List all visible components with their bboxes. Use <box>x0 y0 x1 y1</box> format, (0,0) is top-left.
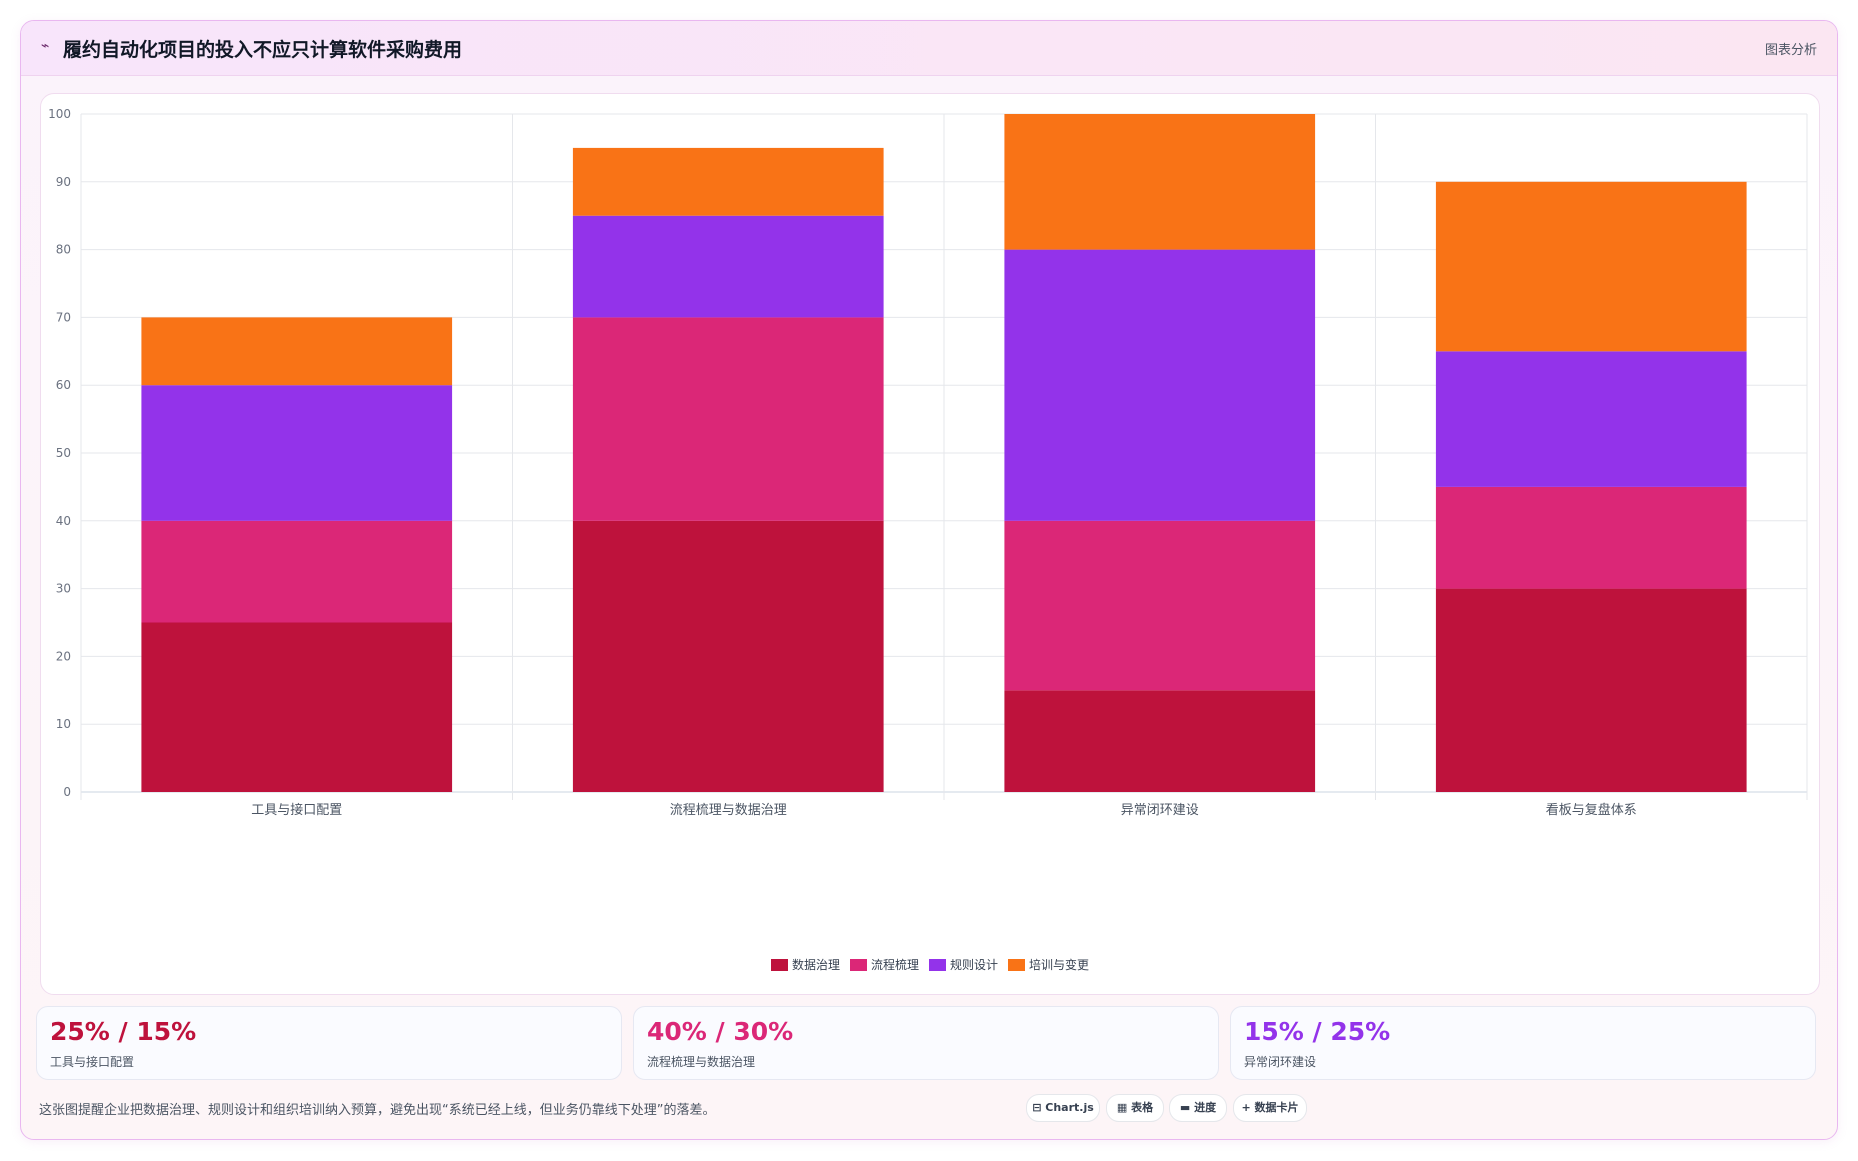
legend-swatch <box>849 959 867 971</box>
chart-legend: 数据治理 流程梳理 规则设计 培训与变更 <box>41 956 1819 973</box>
y-tick-label: 0 <box>63 785 71 799</box>
pill-label: ⊟ Chart.js <box>1032 1101 1094 1114</box>
bar-segment <box>572 215 884 318</box>
pill-label: + 数据卡片 <box>1241 1101 1299 1114</box>
bar-segment <box>572 147 884 216</box>
stat-value: 25% / 15% <box>50 1017 197 1046</box>
stat-value: 15% / 25% <box>1244 1017 1391 1046</box>
progress-pill[interactable]: ▬ 进度 <box>1169 1094 1227 1122</box>
card-header: ⌁ 履约自动化项目的投入不应只计算软件采购费用 图表分析 <box>21 21 1837 76</box>
y-tick-label: 70 <box>56 310 71 324</box>
stat-label: 工具与接口配置 <box>50 1055 135 1069</box>
y-tick-label: 10 <box>56 717 71 731</box>
legend-item[interactable]: 数据治理 <box>770 956 840 973</box>
legend-item[interactable]: 培训与变更 <box>1008 956 1089 973</box>
stat-card-tools: 25% / 15% 工具与接口配置 <box>36 1006 622 1080</box>
line-chart-icon: ⌁ <box>41 38 50 54</box>
x-tick-label: 流程梳理与数据治理 <box>670 803 787 818</box>
legend-label: 培训与变更 <box>1029 958 1090 972</box>
x-tick-label: 看板与复盘体系 <box>1546 802 1637 818</box>
y-tick-label: 20 <box>56 649 71 663</box>
stat-label: 流程梳理与数据治理 <box>647 1055 756 1069</box>
bar-segment <box>1004 690 1316 792</box>
pill-label: ▦ 表格 <box>1116 1101 1154 1114</box>
stat-label: 异常闭环建设 <box>1244 1055 1317 1069</box>
bar-segment <box>1004 249 1316 521</box>
pill-label: ▬ 进度 <box>1179 1101 1217 1114</box>
bar-segment <box>572 317 884 521</box>
bar-segment <box>1435 181 1747 352</box>
bar-segment <box>141 622 453 792</box>
bar-segment <box>141 317 453 386</box>
bar-segment <box>1435 588 1747 792</box>
bar-segment <box>1004 520 1316 691</box>
y-tick-label: 90 <box>56 175 71 189</box>
bar-segment <box>141 520 453 623</box>
chart-analysis-tag: 图表分析 <box>1764 43 1817 58</box>
page-title: 履约自动化项目的投入不应只计算软件采购费用 <box>63 39 463 61</box>
legend-swatch <box>1008 959 1026 971</box>
stat-value: 40% / 30% <box>647 1017 794 1046</box>
legend-label: 规则设计 <box>950 958 999 972</box>
legend-label: 数据治理 <box>791 958 840 972</box>
chart-card: ⌁ 履约自动化项目的投入不应只计算软件采购费用 图表分析 0 10 20 30 40 50… <box>20 20 1838 1140</box>
y-tick-label: 40 <box>56 514 71 528</box>
legend-swatch <box>929 959 946 971</box>
bar-segment <box>141 385 453 521</box>
chart-panel: 0 10 20 30 40 50 60 70 80 90 100 工具与接口配置 流程梳理与数据治理 异常… <box>40 93 1820 995</box>
stat-card-exception: 15% / 25% 异常闭环建设 <box>1230 1006 1816 1080</box>
data-card-pill[interactable]: + 数据卡片 <box>1233 1094 1307 1122</box>
x-tick-label: 异常闭环建设 <box>1121 803 1199 818</box>
y-tick-label: 30 <box>56 582 71 596</box>
bar-segment <box>572 520 884 792</box>
x-tick-label: 工具与接口配置 <box>251 802 342 818</box>
footnote: 这张图提醒企业把数据治理、规则设计和组织培训纳入预算，避免出现“系统已经上线，但… <box>39 1103 716 1118</box>
y-tick-label: 60 <box>56 378 71 392</box>
legend-item[interactable]: 流程梳理 <box>849 956 919 973</box>
bar-segment <box>1435 486 1747 589</box>
legend-item[interactable]: 规则设计 <box>929 956 998 973</box>
bar-segment <box>1004 114 1316 250</box>
stacked-bar-chart: 0 10 20 30 40 50 60 70 80 90 100 工具与接口配置 流程梳理与数据治理 异常… <box>48 107 1808 818</box>
stat-card-process: 40% / 30% 流程梳理与数据治理 <box>633 1006 1219 1080</box>
y-tick-label: 50 <box>56 446 71 460</box>
y-tick-label: 80 <box>56 243 71 257</box>
legend-swatch <box>770 959 788 971</box>
y-tick-label: 100 <box>48 107 71 121</box>
bar-segment <box>1435 351 1747 487</box>
legend-label: 流程梳理 <box>870 958 919 972</box>
chartjs-pill[interactable]: ⊟ Chart.js <box>1026 1094 1100 1122</box>
table-pill[interactable]: ▦ 表格 <box>1106 1094 1164 1122</box>
